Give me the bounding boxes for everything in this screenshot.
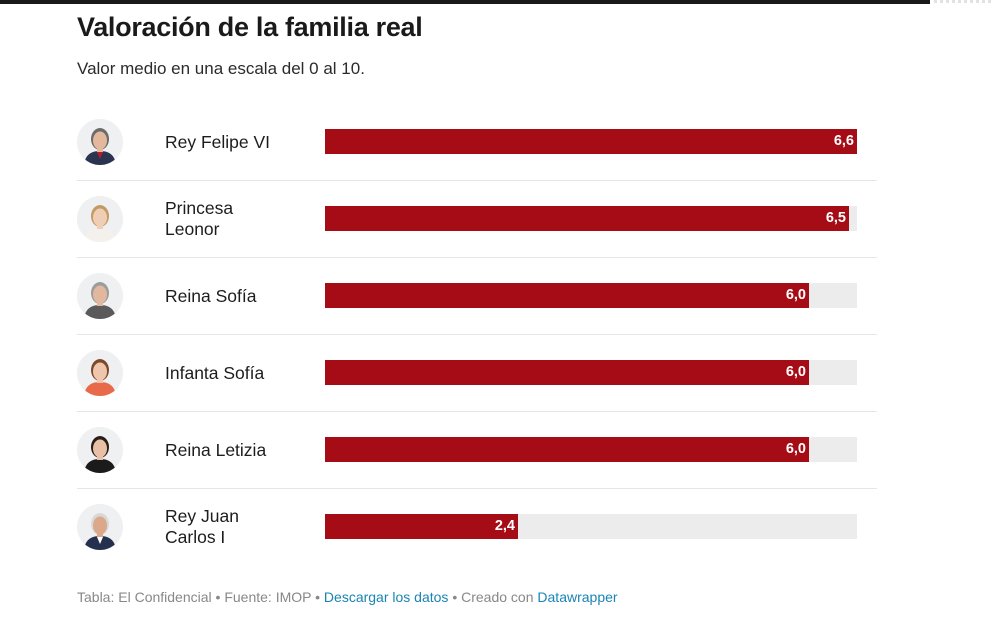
bar-track: 6,0: [325, 437, 857, 462]
category-label: Reina Letizia: [165, 412, 315, 488]
portrait-avatar: [77, 504, 123, 550]
top-rule-fade: [934, 0, 994, 3]
chart-row: Reina Letizia 6,0: [77, 412, 877, 489]
separator: •: [448, 589, 462, 605]
table-credit: Tabla: El Confidencial: [77, 589, 212, 605]
portrait-avatar: [77, 427, 123, 473]
separator: •: [311, 589, 324, 605]
category-label: Princesa Leonor: [165, 181, 315, 257]
data-label: 2,4: [494, 518, 515, 534]
category-label: Reina Sofía: [165, 258, 315, 334]
chart-row: Infanta Sofía 6,0: [77, 335, 877, 412]
category-label: Rey Juan Carlos I: [165, 489, 315, 565]
data-label: 6,5: [825, 210, 846, 226]
chart-subtitle: Valor medio en una escala del 0 al 10.: [77, 59, 365, 78]
category-label-line: Reina Letizia: [165, 439, 267, 460]
category-label-line: Leonor: [165, 219, 220, 239]
created-with-label: Creado con: [461, 589, 538, 605]
chart-row: Princesa Leonor 6,5: [77, 181, 877, 258]
category-label-line: Rey Juan: [165, 506, 239, 526]
bar: 6,0: [325, 360, 809, 385]
bar-chart: Rey Felipe VI 6,6 Princesa Leonor 6,5 Reina S…: [77, 104, 877, 565]
chart-row: Rey Juan Carlos I 2,4: [77, 489, 877, 565]
bar: 6,5: [325, 206, 849, 231]
footer: Tabla: El Confidencial • Fuente: IMOP • …: [77, 589, 618, 605]
bar-track: 6,5: [325, 206, 857, 231]
category-label-line: Princesa: [165, 198, 234, 218]
chart-row: Reina Sofía 6,0: [77, 258, 877, 335]
separator: •: [211, 589, 225, 605]
download-data-link[interactable]: Descargar los datos: [323, 589, 449, 605]
bar: 6,6: [325, 129, 857, 154]
portrait-avatar: [77, 196, 123, 242]
data-label: 6,6: [833, 133, 854, 149]
bar-track: 6,6: [325, 129, 857, 154]
bar-track: 6,0: [325, 360, 857, 385]
source-credit: Fuente: IMOP: [224, 589, 312, 605]
top-rule: [0, 0, 930, 4]
category-label-line: Carlos I: [165, 527, 226, 547]
chart-row: Rey Felipe VI 6,6: [77, 104, 877, 181]
category-label-line: Rey Felipe VI: [165, 131, 271, 152]
portrait-avatar: [77, 119, 123, 165]
portrait-avatar: [77, 273, 123, 319]
data-label: 6,0: [785, 287, 806, 303]
chart-title: Valoración de la familia real: [77, 12, 423, 42]
data-label: 6,0: [785, 441, 806, 457]
bar: 6,0: [325, 283, 809, 308]
portrait-avatar: [77, 350, 123, 396]
category-label: Rey Felipe VI: [165, 104, 315, 180]
data-label: 6,0: [785, 364, 806, 380]
category-label-line: Infanta Sofía: [165, 362, 265, 383]
bar: 2,4: [325, 514, 518, 539]
category-label: Infanta Sofía: [165, 335, 315, 411]
bar: 6,0: [325, 437, 809, 462]
category-label-line: Reina Sofía: [165, 285, 257, 306]
bar-track: 6,0: [325, 283, 857, 308]
datawrapper-link[interactable]: Datawrapper: [537, 589, 618, 605]
bar-track: 2,4: [325, 514, 857, 539]
